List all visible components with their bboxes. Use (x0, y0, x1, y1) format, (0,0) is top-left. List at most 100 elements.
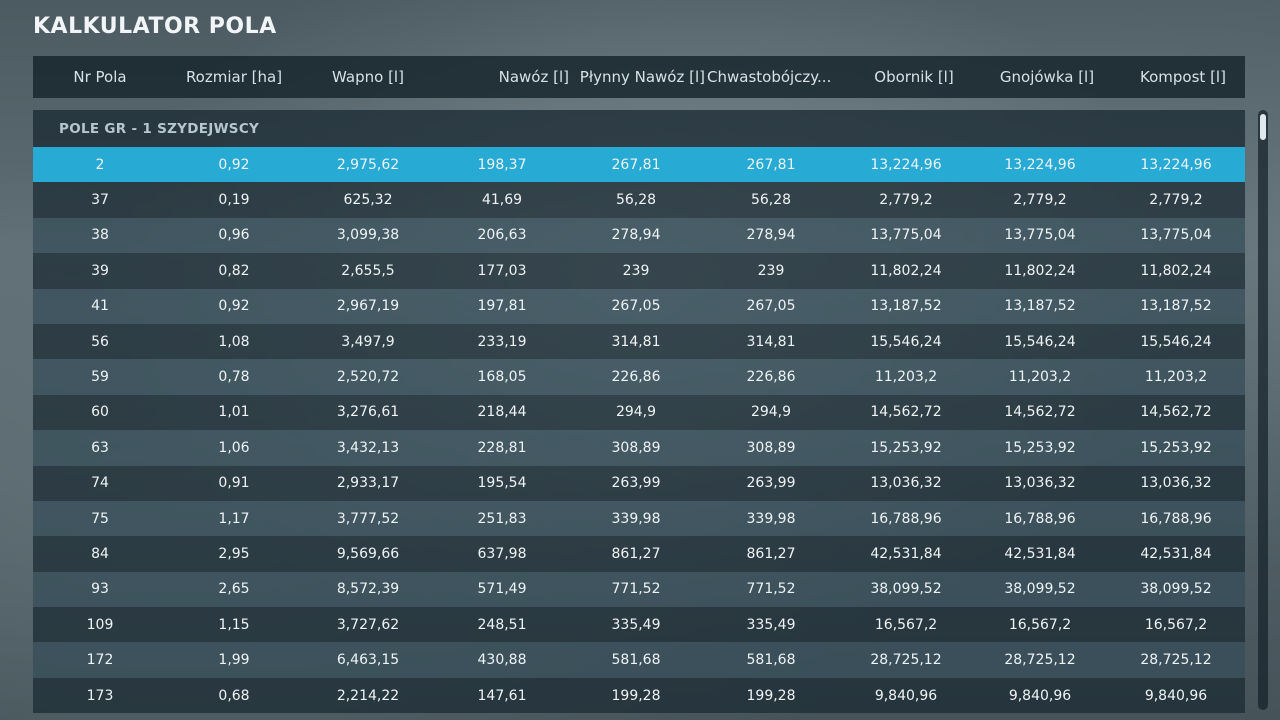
table-cell: 278,94 (611, 227, 661, 244)
column-header-plynny-nawoz[interactable]: Płynny Nawóz [l] (579, 68, 705, 86)
table-cell: 625,32 (343, 192, 393, 209)
table-cell: 0,91 (218, 475, 250, 492)
table-cell: 13,187,52 (1004, 298, 1076, 315)
table-cell: 251,83 (477, 510, 527, 527)
table-row[interactable]: 93 2,65 8,572,39 571,49 771,52 771,52 38,099,5… (33, 571, 1245, 608)
table-cell: 11,802,24 (870, 262, 942, 279)
table-row[interactable]: 84 2,95 9,569,66 637,98 861,27 861,27 42,531,8… (33, 536, 1245, 572)
table-cell: 2,779,2 (1149, 192, 1203, 209)
table-cell: 168,05 (477, 369, 527, 386)
column-header-gnojowka[interactable]: Gnojówka [l] (999, 68, 1095, 86)
table-cell: 0,92 (218, 298, 250, 315)
table-body: 2 0,92 2,975,62 198,37 267,81 267,81 13,224,96… (33, 147, 1245, 714)
table-cell: 28,725,12 (1004, 652, 1076, 669)
group-label: POLE GR - 1 SZYDEJWSCY (59, 120, 260, 137)
table-cell: 28,725,12 (1140, 652, 1212, 669)
table-cell: 16,788,96 (1004, 510, 1076, 527)
table-cell: 15,546,24 (1004, 333, 1076, 350)
table-cell: 9,569,66 (336, 545, 400, 562)
table-row-selected[interactable]: 2 0,92 2,975,62 198,37 267,81 267,81 13,224,96… (33, 147, 1245, 183)
table-cell: 0,78 (218, 369, 250, 386)
table-cell: 771,52 (746, 581, 796, 598)
table-cell: 197,81 (477, 298, 527, 315)
table-row[interactable]: 60 1,01 3,276,61 218,44 294,9 294,9 14,562,72 1… (33, 394, 1245, 431)
table-cell: 9,840,96 (1144, 687, 1208, 704)
table-row[interactable]: 41 0,92 2,967,19 197,81 267,05 267,05 13,187,5… (33, 288, 1245, 324)
table-cell: 218,44 (477, 404, 527, 421)
column-header-nr-pola[interactable]: Nr Pola (73, 68, 127, 86)
table-cell: 206,63 (477, 227, 527, 244)
table-row[interactable]: 59 0,78 2,520,72 168,05 226,86 226,86 11,203,2… (33, 359, 1245, 395)
table-cell: 861,27 (746, 545, 796, 562)
table-cell: 335,49 (611, 616, 661, 633)
table-cell: 2,520,72 (336, 369, 400, 386)
table-cell: 41 (91, 298, 109, 315)
table-row[interactable]: 173 0,68 2,214,22 147,61 199,28 199,28 9,840,9… (33, 677, 1245, 714)
table-cell: 41,69 (481, 192, 523, 209)
table-cell: 430,88 (477, 652, 527, 669)
table-cell: 75 (91, 510, 109, 527)
table-cell: 15,546,24 (1140, 333, 1212, 350)
table-cell: 294,9 (615, 404, 657, 421)
table-cell: 571,49 (477, 581, 527, 598)
table-cell: 42,531,84 (1004, 545, 1076, 562)
scrollbar[interactable] (1258, 110, 1268, 710)
column-header-obornik[interactable]: Obornik [l] (874, 68, 954, 86)
column-header-nawoz[interactable]: Nawóz [l] (498, 68, 569, 86)
table-row[interactable]: 37 0,19 625,32 41,69 56,28 56,28 2,779,2 2,779,… (33, 182, 1245, 218)
table-cell: 3,497,9 (341, 333, 395, 350)
table-cell: 56,28 (615, 192, 657, 209)
table-cell: 13,224,96 (1140, 156, 1212, 173)
table-cell: 0,82 (218, 262, 250, 279)
column-header-rozmiar[interactable]: Rozmiar [ha] (185, 68, 283, 86)
table-cell: 581,68 (746, 652, 796, 669)
table-cell: 239 (757, 262, 785, 279)
table-row[interactable]: 172 1,99 6,463,15 430,88 581,68 581,68 28,725,… (33, 642, 1245, 678)
table-cell: 13,036,32 (1004, 475, 1076, 492)
table-row[interactable]: 109 1,15 3,727,62 248,51 335,49 335,49 16,567,… (33, 607, 1245, 643)
table-cell: 2 (95, 156, 105, 173)
table-row[interactable]: 63 1,06 3,432,13 228,81 308,89 308,89 15,253,9… (33, 430, 1245, 466)
table-cell: 267,05 (611, 298, 661, 315)
table-row[interactable]: 38 0,96 3,099,38 206,63 278,94 278,94 13,775,0… (33, 217, 1245, 254)
table-cell: 13,224,96 (1004, 156, 1076, 173)
table-cell: 13,775,04 (870, 227, 942, 244)
table-cell: 13,775,04 (1140, 227, 1212, 244)
scrollbar-thumb[interactable] (1260, 114, 1266, 140)
table-cell: 233,19 (477, 333, 527, 350)
table-cell: 2,779,2 (879, 192, 933, 209)
column-header-kompost[interactable]: Kompost [l] (1140, 68, 1226, 86)
table-cell: 16,567,2 (874, 616, 938, 633)
table-row[interactable]: 74 0,91 2,933,17 195,54 263,99 263,99 13,036,3… (33, 465, 1245, 501)
table-cell: 56,28 (750, 192, 792, 209)
table-cell: 93 (91, 581, 109, 598)
table-cell: 228,81 (477, 439, 527, 456)
table-cell: 13,187,52 (1140, 298, 1212, 315)
table-cell: 0,96 (218, 227, 250, 244)
table-cell: 147,61 (477, 687, 527, 704)
table-cell: 0,68 (218, 687, 250, 704)
table-cell: 38,099,52 (1004, 581, 1076, 598)
table-row[interactable]: 75 1,17 3,777,52 251,83 339,98 339,98 16,788,9… (33, 500, 1245, 537)
table-cell: 581,68 (611, 652, 661, 669)
table-cell: 0,92 (218, 156, 250, 173)
column-header-wapno[interactable]: Wapno [l] (332, 68, 404, 86)
table-cell: 172 (86, 652, 114, 669)
table-cell: 3,777,52 (336, 510, 400, 527)
table-cell: 37 (91, 192, 109, 209)
table-cell: 15,253,92 (1140, 439, 1212, 456)
table-cell: 2,65 (218, 581, 250, 598)
table-cell: 28,725,12 (870, 652, 942, 669)
table-row[interactable]: 39 0,82 2,655,5 177,03 239 239 11,802,24 11,802… (33, 253, 1245, 289)
table-row[interactable]: 56 1,08 3,497,9 233,19 314,81 314,81 15,546,24… (33, 323, 1245, 360)
table-cell: 339,98 (746, 510, 796, 527)
column-header-chwastobojczy[interactable]: Chwastobójczy... (707, 68, 832, 86)
table-cell: 198,37 (477, 156, 527, 173)
table-cell: 1,08 (218, 333, 250, 350)
table-cell: 278,94 (746, 227, 796, 244)
table-cell: 11,203,2 (1008, 369, 1072, 386)
table-cell: 16,788,96 (870, 510, 942, 527)
table-cell: 13,036,32 (1140, 475, 1212, 492)
table-cell: 308,89 (746, 439, 796, 456)
table-cell: 177,03 (477, 262, 527, 279)
